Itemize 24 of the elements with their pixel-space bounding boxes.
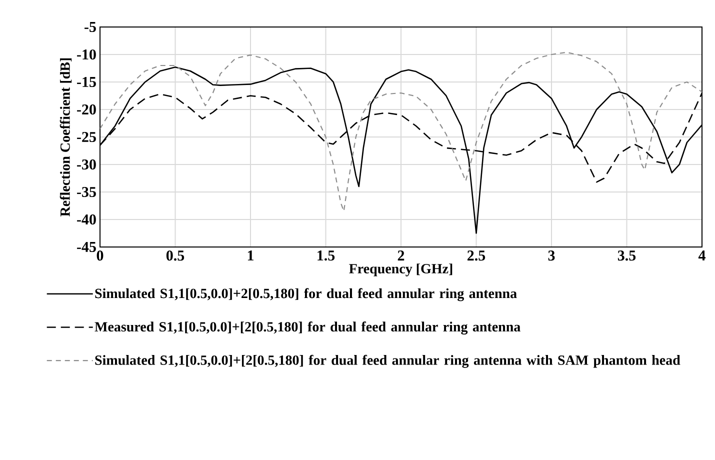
x-tick-label: 3 — [548, 250, 555, 261]
y-axis-title: Reflection Coefficient [dB] — [60, 58, 72, 216]
legend-label: Simulated S1,1[0.5,0.0]+2[0.5,180] for dual feed annular ring antenna — [95, 288, 517, 302]
x-axis-title: Frequency [GHz] — [349, 264, 452, 276]
y-tick-label: -25 — [77, 132, 96, 142]
line-series — [100, 52, 702, 212]
legend-label: Simulated S1,1[0.5,0.0]+[2[0.5,180] for dual feed annular ring antenna with SAM phantom head — [95, 354, 680, 368]
x-tick-label: 1.5 — [318, 250, 335, 261]
y-tick-label: -5 — [84, 22, 96, 32]
y-tick-label: -40 — [77, 214, 96, 225]
y-tick-label: -20 — [77, 104, 96, 115]
y-tick-label: -10 — [77, 49, 96, 60]
x-tick-label: 0.5 — [166, 250, 184, 261]
x-tick-label: 1 — [248, 250, 254, 260]
y-tick-label: -15 — [77, 76, 96, 88]
y-tick-label: -35 — [77, 186, 96, 198]
y-tick-label: -45 — [77, 242, 96, 252]
x-tick-label: 2.5 — [468, 250, 486, 261]
y-tick-label: -30 — [77, 159, 96, 170]
x-tick-label: 3.5 — [618, 250, 636, 261]
x-tick-label: 4 — [698, 250, 706, 260]
x-tick-label: 0 — [96, 250, 104, 261]
legend-label: Measured S1,1[0.5,0.0]+[2[0.5,180] for dual feed annular ring antenna — [94, 322, 520, 334]
x-tick-label: 2 — [398, 250, 404, 260]
